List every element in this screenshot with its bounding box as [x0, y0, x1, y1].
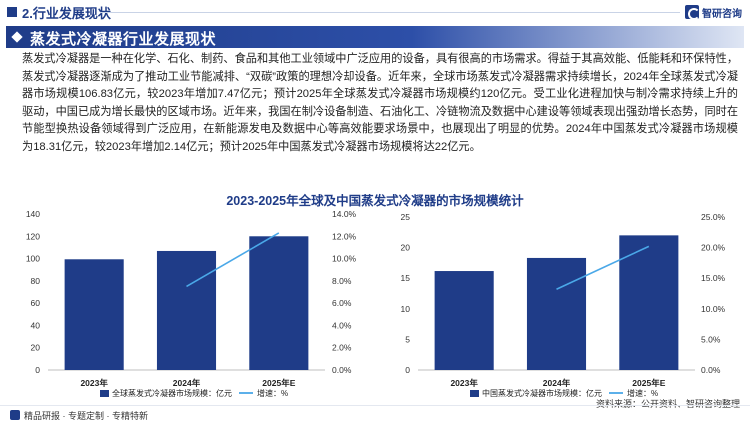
section-title: 2.行业发展现状 — [22, 6, 111, 21]
y-left-tick-label: 0 — [35, 365, 40, 375]
y-left-tick-label: 15 — [401, 273, 411, 283]
x-tick-label: 2025年E — [632, 378, 665, 388]
legend-swatch-bar — [470, 390, 479, 397]
footer-text: 精品研报 · 专题定制 · 专精特新 — [24, 411, 148, 421]
y-left-tick-label: 140 — [26, 209, 40, 219]
y-right-tick-label: 4.0% — [332, 320, 352, 330]
y-right-tick-label: 2.0% — [332, 343, 352, 353]
y-right-tick-label: 20.0% — [701, 243, 726, 253]
y-left-tick-label: 120 — [26, 231, 40, 241]
legend-label: 增速：% — [627, 388, 658, 398]
y-right-tick-label: 15.0% — [701, 273, 726, 283]
brand-logo: 智研咨询 — [685, 4, 742, 20]
y-right-tick-label: 8.0% — [332, 276, 352, 286]
y-left-tick-label: 60 — [31, 298, 41, 308]
brand-icon — [10, 410, 20, 420]
y-right-tick-label: 12.0% — [332, 231, 357, 241]
x-tick-label: 2024年 — [543, 378, 571, 388]
logo-icon — [685, 5, 700, 20]
y-right-tick-label: 14.0% — [332, 209, 357, 219]
y-left-tick-label: 80 — [31, 276, 41, 286]
y-left-tick-label: 40 — [31, 320, 41, 330]
y-left-tick-label: 20 — [401, 243, 411, 253]
y-left-tick-label: 100 — [26, 254, 40, 264]
bar — [64, 259, 124, 370]
y-right-tick-label: 0.0% — [332, 365, 352, 375]
y-left-tick-label: 20 — [31, 343, 41, 353]
y-left-tick-label: 10 — [401, 304, 411, 314]
y-left-tick-label: 25 — [401, 212, 411, 222]
y-right-tick-label: 6.0% — [332, 298, 352, 308]
y-right-tick-label: 0.0% — [701, 365, 721, 375]
legend-label: 全球蒸发式冷凝器市场规模：亿元 — [112, 388, 232, 398]
bar — [434, 271, 494, 370]
logo-text: 智研咨询 — [702, 8, 742, 20]
footer-bar: 精品研报 · 专题定制 · 专精特新 — [0, 405, 750, 421]
legend-swatch-bar — [100, 390, 109, 397]
chart-title: 2023-2025年全球及中国蒸发式冷凝器的市场规模统计 — [226, 194, 524, 208]
x-tick-label: 2024年 — [173, 378, 201, 388]
y-right-tick-label: 10.0% — [332, 254, 357, 264]
bar — [619, 235, 679, 370]
y-right-tick-label: 5.0% — [701, 334, 721, 344]
x-tick-label: 2023年 — [80, 378, 108, 388]
page-title: 蒸发式冷凝器行业发展现状 — [30, 31, 217, 48]
legend-label: 中国蒸发式冷凝器市场规模：亿元 — [482, 388, 602, 398]
top-bar: 2.行业发展现状 智研咨询 — [0, 0, 750, 24]
bar — [156, 250, 217, 370]
y-right-tick-label: 10.0% — [701, 304, 726, 314]
growth-line — [556, 245, 650, 290]
y-right-tick-label: 25.0% — [701, 212, 726, 222]
legend-label: 增速：% — [257, 388, 288, 398]
growth-line — [186, 232, 280, 288]
source-note: 资料来源：公开资料、智研咨询整理 — [595, 399, 740, 409]
y-left-tick-label: 5 — [405, 334, 410, 344]
page-title-banner: 蒸发式冷凝器行业发展现状 — [6, 26, 744, 48]
divider — [100, 12, 680, 13]
section-marker-icon — [7, 7, 17, 17]
bar — [526, 257, 587, 370]
x-tick-label: 2025年E — [262, 378, 295, 388]
y-left-tick-label: 0 — [405, 365, 410, 375]
x-tick-label: 2023年 — [450, 378, 478, 388]
intro-paragraph: 蒸发式冷凝器是一种在化学、石化、制药、食品和其他工业领域中广泛应用的设备，具有很… — [22, 53, 739, 153]
bar — [249, 236, 309, 370]
